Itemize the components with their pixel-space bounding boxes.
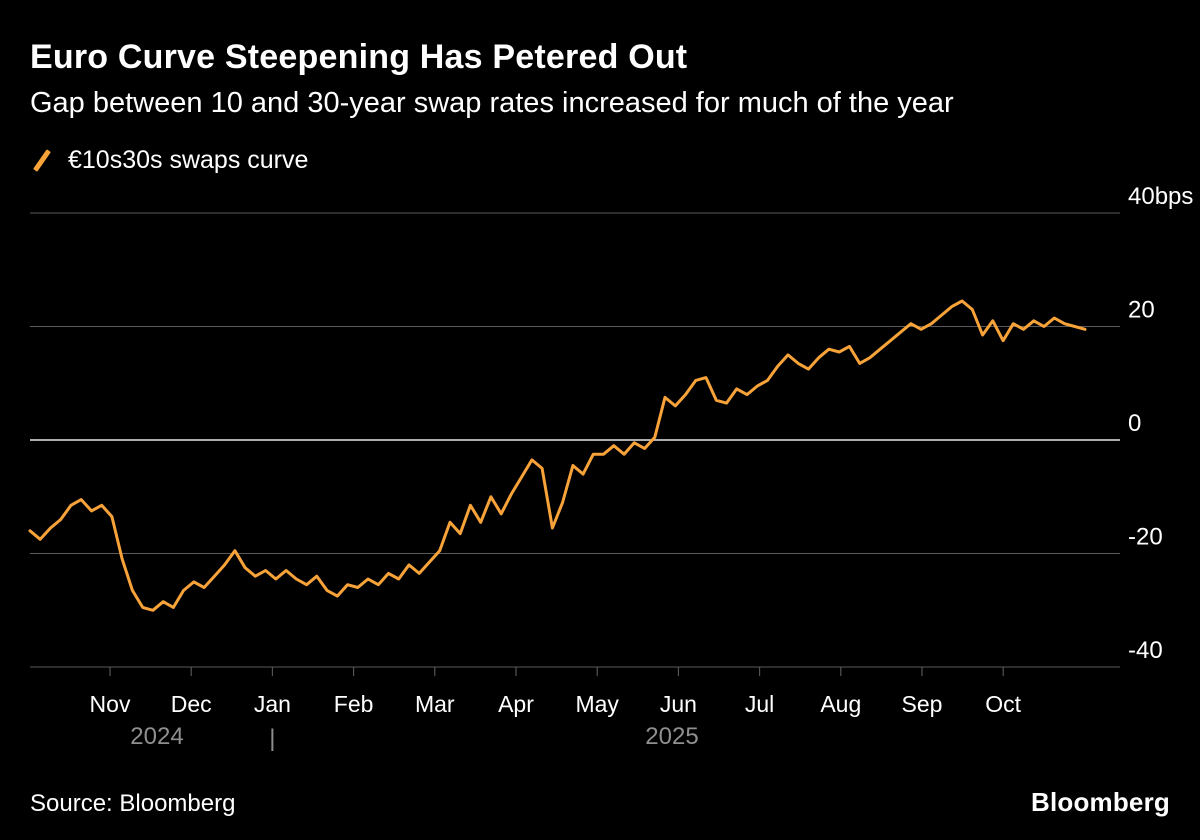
series-line-marker-icon (33, 149, 51, 172)
chart-title: Euro Curve Steepening Has Petered Out (30, 38, 688, 76)
x-tick-label: May (575, 691, 619, 717)
y-tick-label: -20 (1128, 524, 1163, 551)
y-tick-label: -40 (1128, 637, 1163, 664)
x-tick-label: Apr (498, 691, 534, 717)
y-tick-label: 0 (1128, 410, 1141, 437)
x-tick-label: Aug (820, 691, 861, 717)
legend: €10s30s swaps curve (30, 146, 1180, 175)
x-tick-label: Nov (90, 691, 131, 717)
year-label-right: 2025 (645, 723, 698, 750)
x-tick-label: Sep (902, 691, 943, 717)
chart-footer: Source: Bloomberg Bloomberg (30, 787, 1170, 818)
year-divider: | (269, 725, 275, 752)
series-polyline (28, 299, 1087, 612)
y-tick-label: 20 (1128, 297, 1155, 324)
x-tick-label: Jun (660, 691, 697, 717)
legend-series-label: €10s30s swaps curve (68, 146, 309, 174)
x-tick-label: Dec (171, 691, 212, 717)
bloomberg-logo: Bloomberg (1030, 787, 1170, 817)
x-tick-label: Jan (254, 691, 291, 717)
y-tick-label: 40bps (1128, 183, 1193, 210)
x-tick-label: Jul (745, 691, 774, 717)
year-label-left: 2024 (130, 723, 183, 750)
chart-subtitle: Gap between 10 and 30-year swap rates in… (30, 87, 954, 119)
x-tick-label: Feb (334, 691, 374, 717)
source-note: Source: Bloomberg (30, 790, 236, 817)
chart-header: Euro Curve Steepening Has Petered Out Ga… (30, 38, 1180, 175)
x-tick-label: Oct (985, 691, 1021, 717)
x-tick-label: Mar (415, 691, 455, 717)
